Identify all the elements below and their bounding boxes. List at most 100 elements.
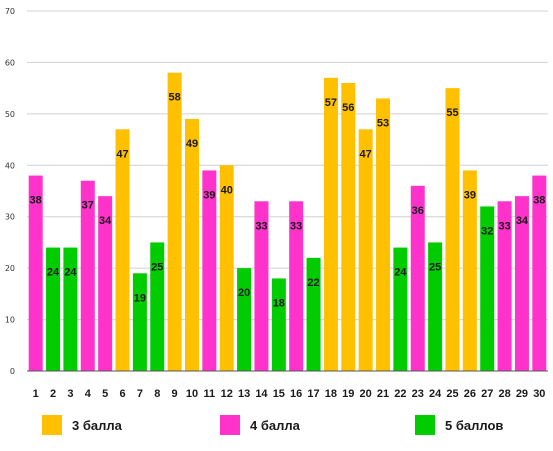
y-tick-label: 30 bbox=[5, 213, 15, 222]
bar bbox=[150, 242, 165, 371]
data-label: 22 bbox=[307, 277, 319, 289]
x-tick-label: 4 bbox=[85, 388, 92, 400]
bar bbox=[410, 185, 425, 371]
bar bbox=[428, 242, 443, 371]
bar bbox=[184, 119, 199, 371]
x-tick-label: 29 bbox=[516, 388, 528, 400]
x-tick-label: 23 bbox=[412, 388, 424, 400]
legend-item-4-balla: 4 балла bbox=[220, 412, 300, 438]
bar bbox=[445, 88, 460, 372]
y-tick-label: 40 bbox=[5, 161, 15, 170]
data-label: 47 bbox=[360, 148, 372, 160]
bar bbox=[254, 201, 269, 371]
x-tick-label: 22 bbox=[394, 388, 406, 400]
x-tick-label: 20 bbox=[360, 388, 372, 400]
y-tick-label: 70 bbox=[5, 7, 15, 16]
bar bbox=[514, 196, 529, 371]
bar bbox=[237, 268, 252, 371]
x-tick-label: 28 bbox=[498, 388, 510, 400]
x-axis-ticks: 1 2 3 4 5 6 7 8 9 10 11 12 13 14 15 16 17 18 19 20 21 22 23 24 2… bbox=[33, 388, 546, 400]
x-tick-label: 24 bbox=[429, 388, 442, 400]
y-tick-label: 60 bbox=[5, 58, 15, 67]
data-label: 40 bbox=[221, 184, 233, 196]
bar bbox=[289, 201, 304, 371]
x-tick-label: 21 bbox=[377, 388, 389, 400]
x-tick-label: 14 bbox=[255, 388, 268, 400]
x-tick-label: 7 bbox=[137, 388, 143, 400]
x-tick-label: 19 bbox=[342, 388, 354, 400]
legend-swatch-5-ballov bbox=[415, 415, 435, 435]
y-tick-label: 50 bbox=[5, 110, 15, 119]
bar bbox=[532, 175, 547, 371]
data-label: 36 bbox=[412, 205, 424, 217]
x-tick-label: 10 bbox=[186, 388, 198, 400]
data-label: 57 bbox=[325, 97, 337, 109]
x-tick-label: 9 bbox=[172, 388, 178, 400]
y-tick-label: 20 bbox=[5, 264, 15, 273]
x-tick-label: 30 bbox=[533, 388, 545, 400]
legend-item-5-ballov: 5 баллов bbox=[415, 412, 503, 438]
data-label: 24 bbox=[64, 267, 77, 279]
data-label: 18 bbox=[273, 297, 285, 309]
data-labels: 38 24 24 37 34 47 19 25 58 49 39 40 20 33 18 33 22 57 56 47… bbox=[30, 92, 546, 310]
bar bbox=[132, 273, 147, 371]
x-tick-label: 26 bbox=[464, 388, 476, 400]
x-tick-label: 15 bbox=[273, 388, 285, 400]
legend-label-4-balla: 4 балла bbox=[250, 417, 300, 433]
x-tick-label: 16 bbox=[290, 388, 302, 400]
legend-label-5-ballov: 5 баллов bbox=[445, 417, 504, 433]
data-label: 47 bbox=[116, 148, 128, 160]
data-label: 39 bbox=[464, 189, 476, 201]
bar bbox=[167, 72, 182, 371]
data-label: 25 bbox=[429, 261, 441, 273]
bar bbox=[480, 206, 495, 371]
y-tick-label: 0 bbox=[10, 367, 15, 376]
x-tick-label: 5 bbox=[102, 388, 108, 400]
bar bbox=[63, 247, 78, 371]
data-label: 38 bbox=[533, 195, 545, 207]
data-label: 58 bbox=[168, 92, 180, 104]
bar bbox=[98, 196, 113, 371]
data-label: 25 bbox=[151, 261, 163, 273]
x-tick-label: 17 bbox=[307, 388, 319, 400]
legend-swatch-3-balla bbox=[42, 415, 62, 435]
data-label: 32 bbox=[481, 225, 493, 237]
x-tick-label: 11 bbox=[204, 388, 216, 400]
bar bbox=[115, 129, 130, 371]
bar bbox=[462, 170, 477, 371]
legend-item-3-balla: 3 балла bbox=[42, 412, 122, 438]
data-label: 53 bbox=[377, 117, 389, 129]
data-label: 33 bbox=[290, 220, 302, 232]
data-label: 19 bbox=[134, 292, 146, 304]
legend-label-3-balla: 3 балла bbox=[72, 417, 122, 433]
y-tick-label: 10 bbox=[5, 316, 15, 325]
bar bbox=[46, 247, 61, 371]
bar bbox=[306, 257, 321, 371]
legend-swatch-4-balla bbox=[220, 415, 240, 435]
data-label: 24 bbox=[394, 267, 407, 279]
bar bbox=[202, 170, 217, 371]
bar bbox=[376, 98, 391, 371]
data-label: 33 bbox=[498, 220, 510, 232]
bar bbox=[341, 83, 356, 371]
x-tick-label: 18 bbox=[325, 388, 337, 400]
data-label: 20 bbox=[238, 287, 250, 299]
data-label: 37 bbox=[82, 200, 94, 212]
data-label: 24 bbox=[47, 267, 60, 279]
data-label: 38 bbox=[30, 195, 42, 207]
bar bbox=[271, 278, 286, 371]
x-tick-label: 1 bbox=[33, 388, 39, 400]
data-label: 34 bbox=[99, 215, 112, 227]
x-tick-label: 6 bbox=[119, 388, 125, 400]
bar bbox=[358, 129, 373, 371]
data-label: 49 bbox=[186, 138, 198, 150]
gridlines bbox=[27, 10, 548, 321]
bar bbox=[323, 77, 338, 371]
x-tick-label: 25 bbox=[446, 388, 458, 400]
x-tick-label: 27 bbox=[481, 388, 493, 400]
x-tick-label: 8 bbox=[154, 388, 160, 400]
data-label: 56 bbox=[342, 102, 354, 114]
bar bbox=[219, 165, 234, 371]
bars bbox=[28, 72, 547, 372]
